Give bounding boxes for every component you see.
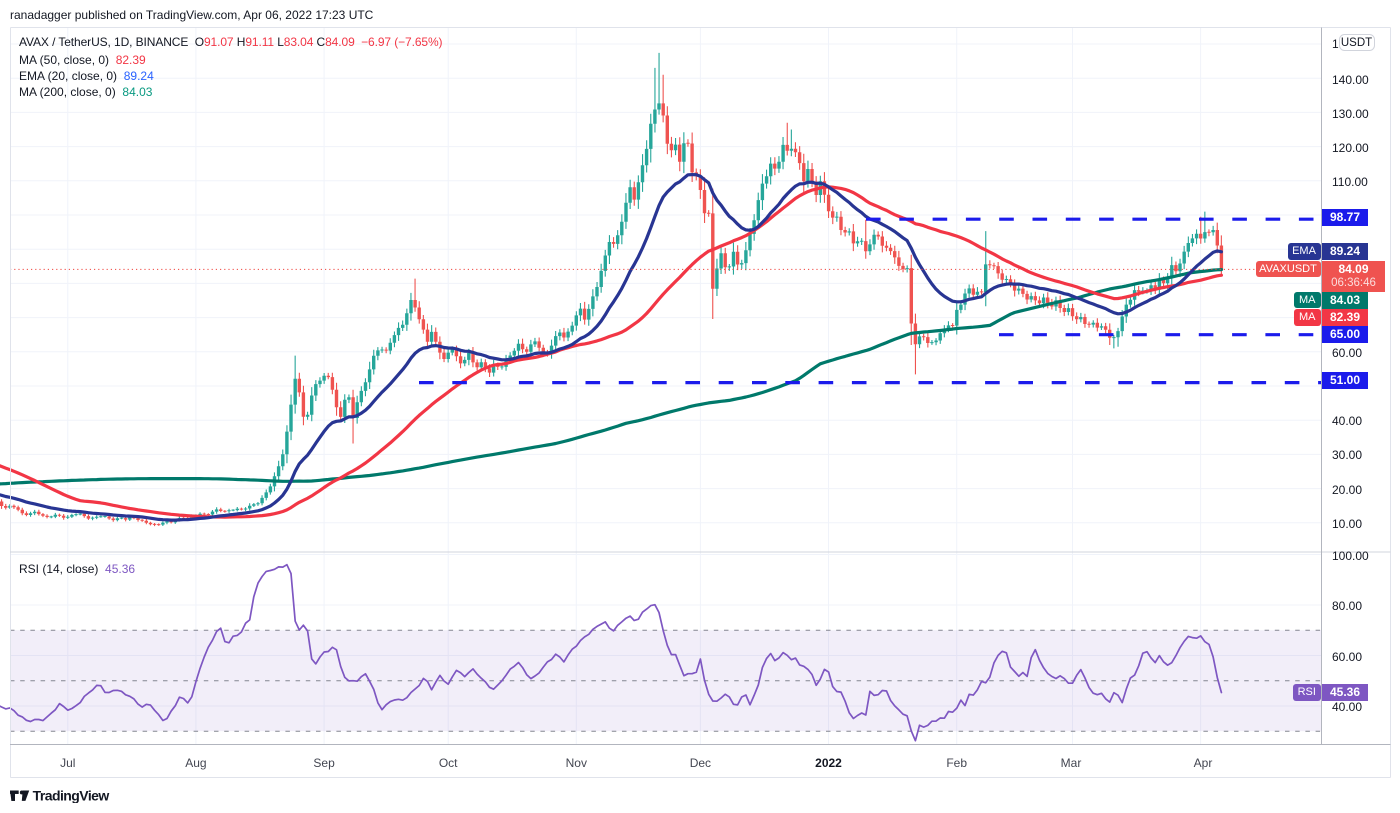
- svg-text:TradingView: TradingView: [33, 790, 110, 803]
